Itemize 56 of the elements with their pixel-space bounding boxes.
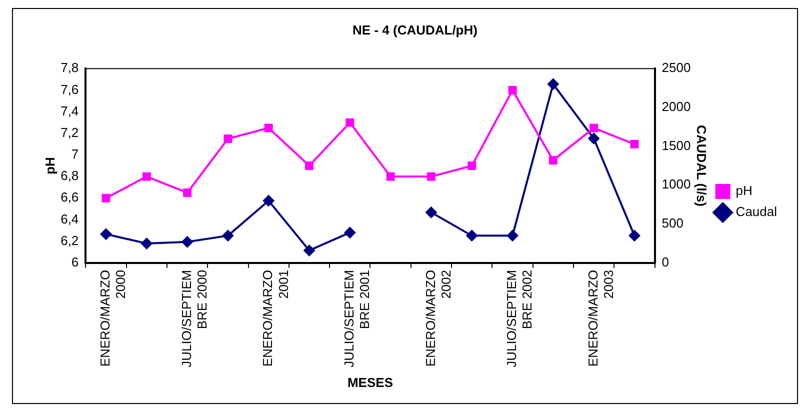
point — [506, 230, 519, 242]
y-tick-label: 7,8 — [60, 60, 79, 76]
point — [305, 162, 314, 170]
y-tick-label: 6,8 — [60, 168, 79, 184]
point — [181, 236, 194, 248]
y2-tick-label: 1000 — [662, 176, 691, 192]
y2-tick-label: 2500 — [662, 60, 691, 76]
y-axis-title: pH — [42, 157, 58, 174]
y2-axis-title: CAUDAL (l/s) — [694, 125, 709, 206]
point — [630, 140, 639, 148]
y2-tick-label: 500 — [662, 216, 684, 231]
point — [102, 194, 110, 202]
point — [262, 194, 275, 207]
y-tick-label: 7,4 — [60, 103, 79, 118]
point — [224, 134, 232, 143]
point — [466, 230, 478, 242]
point — [588, 132, 600, 145]
point — [386, 172, 395, 181]
legend-label: pH — [736, 183, 752, 198]
point — [628, 230, 640, 242]
point — [346, 118, 354, 127]
y-tick-label: 6,4 — [60, 211, 79, 226]
point — [590, 124, 598, 132]
point — [547, 78, 560, 90]
x-tick-label: ENERO/MARZO 2002 — [422, 270, 454, 367]
point — [425, 206, 438, 218]
x-tick-label: ENERO/MARZO 2001 — [260, 270, 291, 367]
y-tick-label: 7 — [71, 146, 79, 162]
y2-tick-label: 2000 — [662, 99, 691, 114]
y-tick-label: 6 — [71, 254, 79, 270]
y-tick-label: 6,2 — [60, 232, 79, 248]
legend-label: Caudal — [736, 204, 778, 220]
x-tick-label: JULIO/SEPTIEMBRE 2002 — [504, 270, 535, 368]
x-tick-label: JULIO/SEPTIEMBRE 2000 — [178, 270, 210, 368]
point — [100, 228, 112, 240]
y2-tick-label: 1500 — [662, 138, 691, 153]
y-tick-label: 7,2 — [60, 124, 79, 140]
point — [508, 86, 517, 94]
point — [344, 226, 356, 239]
point — [548, 156, 558, 165]
chart-title: NE - 4 (CAUDAL/pH) — [352, 22, 478, 38]
y-tick-label: 7,6 — [60, 82, 79, 97]
point — [468, 162, 476, 170]
x-tick-label: ENERO/MARZO 2000 — [98, 270, 128, 367]
y-tick-label: 6,6 — [60, 190, 79, 205]
y2-tick-label: 0 — [662, 254, 670, 270]
point — [426, 172, 436, 181]
point — [222, 230, 234, 242]
point — [142, 172, 151, 181]
point — [264, 124, 273, 132]
x-tick-label: JULIO/SEPTIEMBRE 2001 — [341, 270, 372, 368]
point — [183, 188, 192, 197]
point — [303, 244, 316, 256]
x-tick-label: ENERO/MARZO 2003 — [585, 270, 616, 367]
x-axis-title: MESES — [347, 374, 394, 390]
point — [140, 237, 153, 250]
